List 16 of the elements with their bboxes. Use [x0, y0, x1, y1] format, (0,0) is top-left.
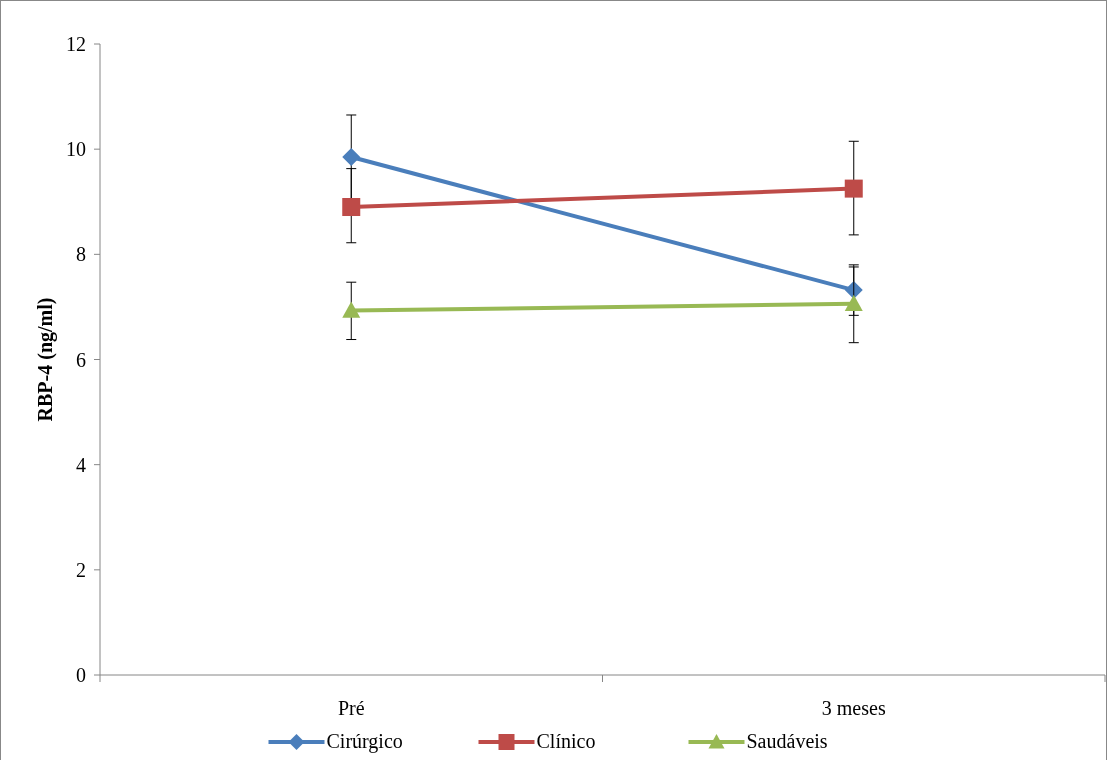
- point: [342, 148, 361, 167]
- legend-label: Clínico: [536, 730, 596, 752]
- y-tick-label: 10: [66, 138, 86, 161]
- y-tick-label: 0: [76, 664, 86, 686]
- x-tick-label: 3 meses: [821, 697, 886, 719]
- legend-label: Saudáveis: [746, 730, 828, 752]
- point: [342, 198, 361, 217]
- y-tick-label: 6: [76, 348, 86, 371]
- y-tick-label: 12: [66, 33, 86, 55]
- y-tick-label: 4: [76, 453, 86, 476]
- y-axis-title: RBP-4 (ng/ml): [34, 297, 57, 422]
- point: [844, 179, 863, 198]
- y-tick-label: 2: [76, 558, 86, 581]
- x-tick-label: Pré: [337, 697, 365, 719]
- legend-label: Cirúrgico: [326, 730, 403, 753]
- y-tick-label: 8: [76, 243, 86, 266]
